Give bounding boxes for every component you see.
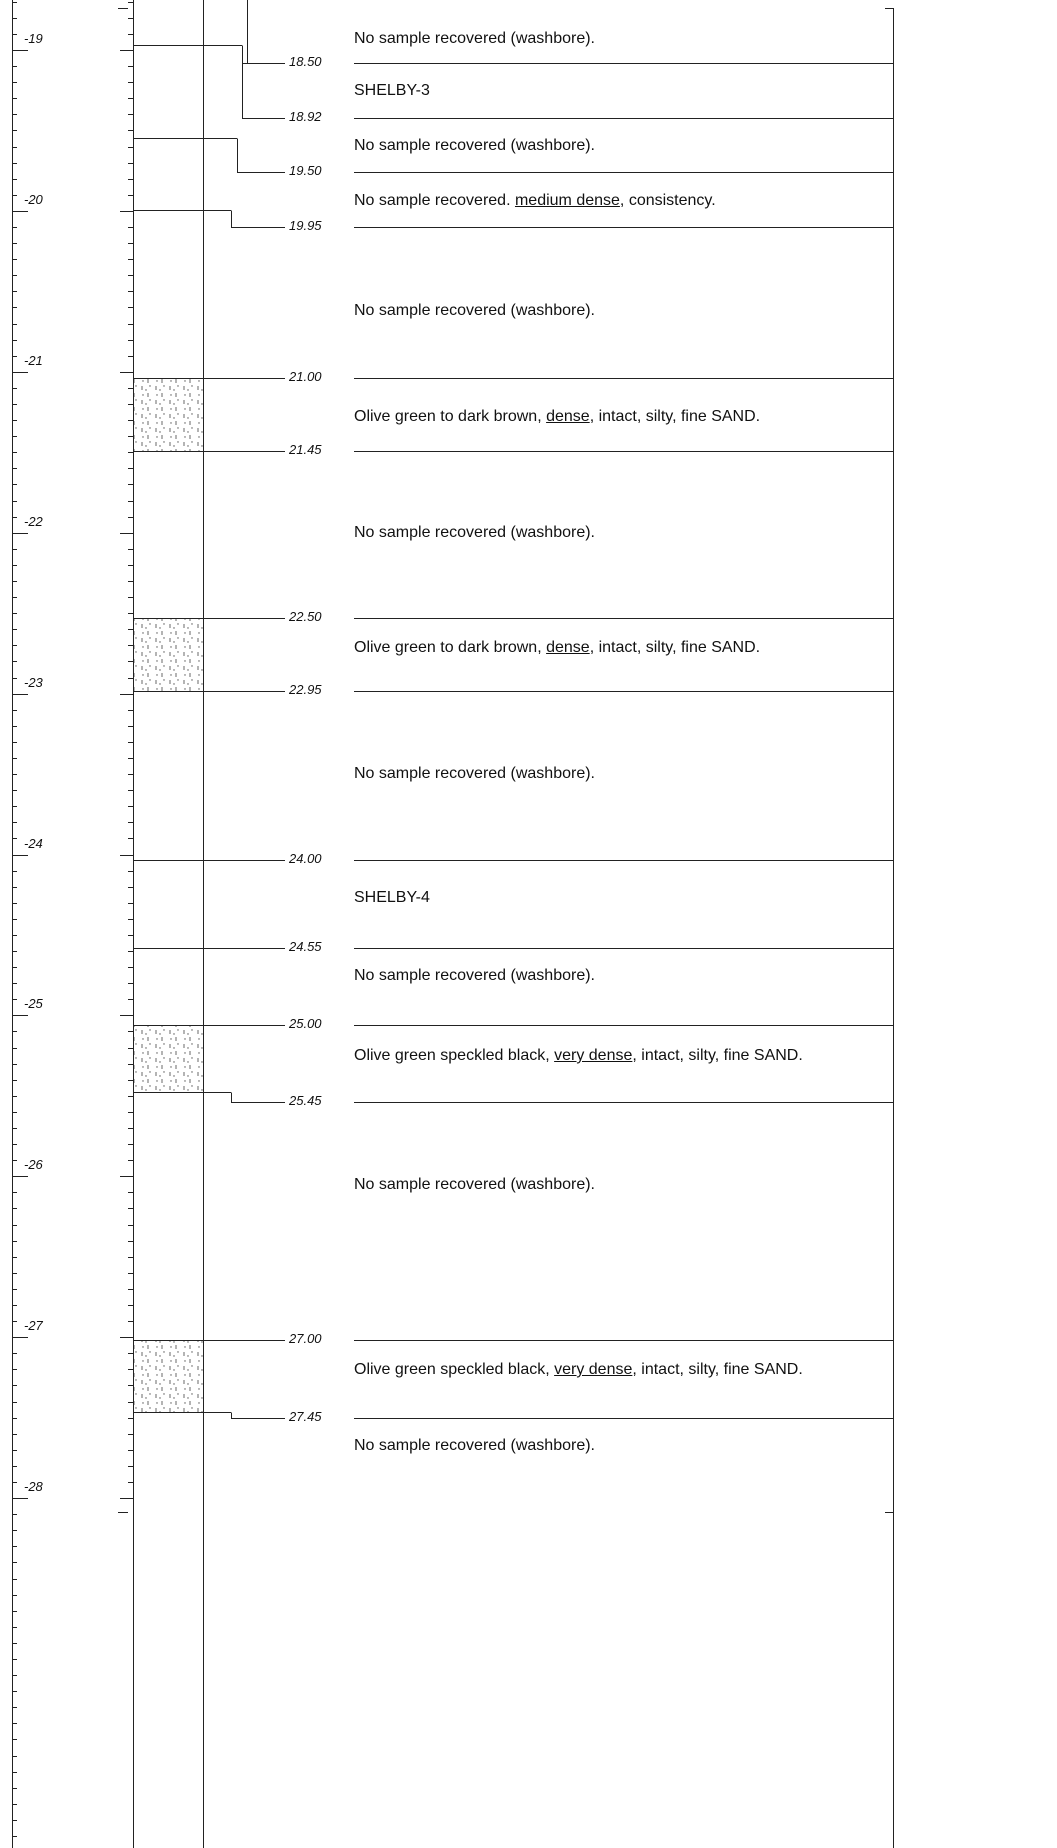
description-text: Olive green speckled black, xyxy=(354,1361,554,1378)
elevation-label: -22 xyxy=(24,514,43,529)
description-text: No sample recovered (washbore). xyxy=(354,967,595,984)
description-text: No sample recovered. xyxy=(354,192,515,209)
description-text: No sample recovered (washbore). xyxy=(354,524,595,541)
elevation-label: -20 xyxy=(24,192,43,207)
description-text: SHELBY-3 xyxy=(354,82,430,99)
description-text: , consistency. xyxy=(620,192,716,209)
description-text: No sample recovered (washbore). xyxy=(354,765,595,782)
underlined-term: very dense xyxy=(554,1047,632,1064)
elevation-label: -24 xyxy=(24,836,43,851)
description: No sample recovered (washbore). xyxy=(354,1435,870,1456)
elevation-label: -26 xyxy=(24,1157,43,1172)
description: No sample recovered (washbore). xyxy=(354,300,870,321)
sand-sample-symbol xyxy=(134,379,204,452)
description: No sample recovered (washbore). xyxy=(354,763,870,784)
depth-label: 22.95 xyxy=(289,682,322,697)
depth-label: 21.00 xyxy=(289,369,322,384)
sand-sample-symbol xyxy=(134,619,204,692)
description: No sample recovered (washbore). xyxy=(354,522,870,543)
description-text: No sample recovered (washbore). xyxy=(354,302,595,319)
elevation-label: -27 xyxy=(24,1318,43,1333)
description-text: SHELBY-4 xyxy=(354,889,430,906)
description-text: Olive green speckled black, xyxy=(354,1047,554,1064)
description-text: Olive green to dark brown, xyxy=(354,408,546,425)
underlined-term: very dense xyxy=(554,1361,632,1378)
description-text: Olive green to dark brown, xyxy=(354,639,546,656)
description: No sample recovered (washbore). xyxy=(354,28,870,49)
sand-sample-symbol xyxy=(134,1341,204,1413)
description-text: , intact, silty, fine SAND. xyxy=(632,1047,802,1064)
underlined-term: dense xyxy=(546,639,590,656)
description-text: No sample recovered (washbore). xyxy=(354,1437,595,1454)
depth-label: 25.45 xyxy=(289,1093,322,1108)
depth-label: 22.50 xyxy=(289,609,322,624)
depth-label: 21.45 xyxy=(289,442,322,457)
description: Olive green to dark brown, dense, intact… xyxy=(354,406,870,427)
description: SHELBY-3 xyxy=(354,80,870,101)
description: No sample recovered. medium dense, consi… xyxy=(354,190,870,211)
description: No sample recovered (washbore). xyxy=(354,1174,870,1195)
description: Olive green speckled black, very dense, … xyxy=(354,1359,870,1380)
elevation-label: -19 xyxy=(24,31,43,46)
description: No sample recovered (washbore). xyxy=(354,965,870,986)
depth-label: 18.50 xyxy=(289,54,322,69)
depth-label: 25.00 xyxy=(289,1016,322,1031)
depth-label: 19.50 xyxy=(289,163,322,178)
elevation-label: -28 xyxy=(24,1479,43,1494)
depth-label: 19.95 xyxy=(289,218,322,233)
elevation-label: -25 xyxy=(24,996,43,1011)
description-text: , intact, silty, fine SAND. xyxy=(632,1361,802,1378)
description: Olive green speckled black, very dense, … xyxy=(354,1045,870,1066)
sand-sample-symbol xyxy=(134,1026,204,1093)
description: No sample recovered (washbore). xyxy=(354,135,870,156)
depth-label: 27.45 xyxy=(289,1409,322,1424)
elevation-label: -23 xyxy=(24,675,43,690)
depth-label: 18.92 xyxy=(289,109,322,124)
borehole-log-page: {"elevation_scale": {"labels": ["-19", "… xyxy=(0,0,1057,1848)
depth-label: 24.00 xyxy=(289,851,322,866)
description: Olive green to dark brown, dense, intact… xyxy=(354,637,870,658)
description-text: , intact, silty, fine SAND. xyxy=(590,639,760,656)
log-graphics xyxy=(0,0,1057,1848)
depth-label: 27.00 xyxy=(289,1331,322,1346)
elevation-label: -21 xyxy=(24,353,43,368)
description-text: No sample recovered (washbore). xyxy=(354,30,595,47)
underlined-term: medium dense xyxy=(515,192,620,209)
description: SHELBY-4 xyxy=(354,887,870,908)
description-text: No sample recovered (washbore). xyxy=(354,1176,595,1193)
underlined-term: dense xyxy=(546,408,590,425)
description-text: , intact, silty, fine SAND. xyxy=(590,408,760,425)
depth-label: 24.55 xyxy=(289,939,322,954)
description-text: No sample recovered (washbore). xyxy=(354,137,595,154)
